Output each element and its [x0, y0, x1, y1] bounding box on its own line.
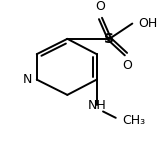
Text: N: N [23, 73, 32, 86]
Text: NH: NH [87, 99, 106, 112]
Text: CH₃: CH₃ [122, 114, 145, 127]
Text: O: O [96, 0, 105, 13]
Text: OH: OH [139, 17, 158, 30]
Text: S: S [104, 32, 114, 46]
Text: O: O [122, 59, 132, 72]
